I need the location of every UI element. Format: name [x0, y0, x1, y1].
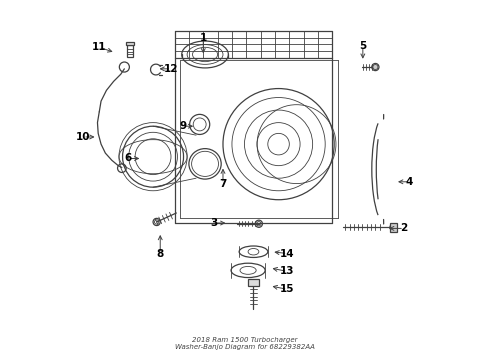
Text: 6: 6 [124, 153, 131, 163]
Bar [125, 41, 134, 45]
Text: 2018 Ram 1500 Turbocharger
Washer-Banjo Diagram for 68229382AA: 2018 Ram 1500 Turbocharger Washer-Banjo … [174, 337, 314, 350]
Text: 5: 5 [359, 41, 366, 50]
Text: 8: 8 [156, 248, 163, 258]
Circle shape [372, 64, 377, 69]
Bar [389, 223, 396, 231]
Text: 3: 3 [210, 218, 217, 228]
Text: 1: 1 [199, 33, 206, 43]
Text: 7: 7 [219, 179, 226, 189]
Text: 9: 9 [180, 121, 187, 131]
Text: 2: 2 [400, 224, 407, 233]
Text: 13: 13 [280, 266, 294, 276]
Text: 4: 4 [405, 177, 412, 187]
Bar [247, 279, 258, 286]
Text: 12: 12 [163, 64, 178, 74]
Text: 14: 14 [280, 248, 294, 258]
Bar [126, 45, 133, 57]
Text: 11: 11 [92, 42, 106, 52]
Text: 15: 15 [280, 284, 294, 294]
Text: 10: 10 [76, 132, 90, 142]
